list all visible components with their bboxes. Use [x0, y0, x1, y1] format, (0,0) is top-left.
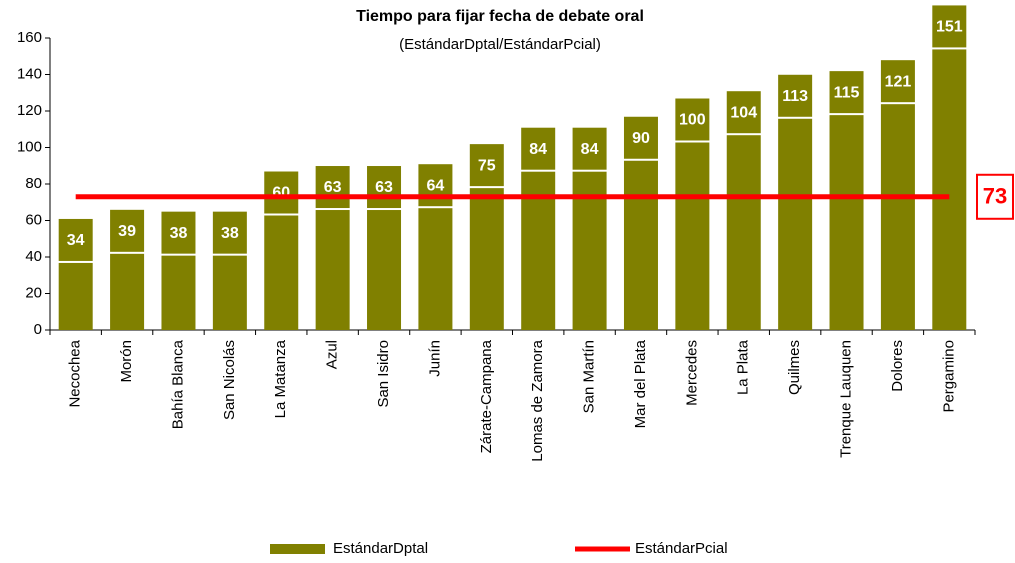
data-label-box: [519, 125, 558, 172]
bar: [880, 69, 915, 331]
legend-label: EstándarPcial: [635, 540, 728, 557]
data-label-box: [365, 164, 404, 211]
bar: [675, 107, 710, 330]
y-tick-label: 60: [25, 211, 42, 228]
data-label: 100: [679, 112, 706, 129]
x-tick-label: Junín: [426, 340, 443, 377]
data-label-box: [878, 58, 917, 105]
x-tick-label: Lomas de Zamora: [529, 339, 546, 461]
data-label-box: [930, 3, 969, 50]
x-tick-label: Bahía Blanca: [169, 339, 186, 429]
x-tick-label: San Isidro: [375, 340, 392, 408]
data-label-box: [776, 72, 815, 119]
data-label: 39: [118, 223, 136, 240]
bar: [726, 100, 761, 330]
data-label: 63: [324, 179, 342, 196]
y-tick-label: 140: [17, 65, 42, 82]
data-label-box: [159, 209, 198, 256]
data-label-box: [56, 216, 95, 263]
x-tick-label: San Martín: [581, 340, 598, 413]
chart-subtitle: (EstándarDptal/EstándarPcial): [399, 36, 601, 53]
data-label: 151: [936, 19, 963, 36]
legend-label: EstándarDptal: [333, 540, 428, 557]
data-label-box: [570, 125, 609, 172]
x-tick-label: Trenque Lauquen: [837, 340, 854, 458]
y-tick-label: 100: [17, 138, 42, 155]
x-tick-label: Zárate-Campana: [478, 339, 495, 453]
x-tick-label: Quilmes: [786, 340, 803, 395]
data-label-box: [673, 96, 712, 143]
data-label: 113: [782, 88, 808, 105]
data-label: 75: [478, 157, 496, 174]
data-label-box: [467, 142, 506, 189]
y-tick-label: 80: [25, 175, 42, 192]
data-label: 64: [427, 177, 445, 194]
chart-title: Tiempo para fijar fecha de debate oral: [356, 8, 644, 25]
bar: [829, 80, 864, 330]
data-label-box: [724, 89, 763, 136]
x-tick-label: Necochea: [67, 339, 84, 407]
data-label-box: [210, 209, 249, 256]
data-label-box: [313, 164, 352, 211]
data-label: 90: [632, 130, 650, 147]
x-tick-label: Azul: [324, 340, 341, 369]
data-label: 63: [375, 179, 393, 196]
data-label: 38: [221, 225, 239, 242]
data-label-box: [262, 169, 301, 216]
bar: [778, 83, 813, 331]
line-label-box: [976, 173, 1014, 220]
x-tick-label: La Matanza: [272, 339, 289, 418]
legend-swatch: [270, 544, 325, 554]
x-tick-label: La Plata: [735, 339, 752, 395]
x-tick-label: Dolores: [889, 340, 906, 392]
data-label-box: [621, 114, 660, 161]
x-tick-label: Pergamino: [940, 340, 957, 413]
y-tick-label: 160: [17, 29, 42, 46]
data-label: 115: [834, 84, 860, 101]
data-label: 38: [170, 225, 188, 242]
y-tick-label: 20: [25, 284, 42, 301]
data-label: 104: [730, 104, 757, 121]
y-tick-label: 0: [34, 321, 42, 338]
data-label-box: [108, 207, 147, 254]
x-tick-label: San Nicolás: [221, 340, 238, 420]
data-label: 84: [529, 141, 547, 158]
y-tick-label: 120: [17, 102, 42, 119]
data-label: 84: [581, 141, 599, 158]
data-label-box: [416, 162, 455, 209]
data-label: 34: [67, 232, 85, 249]
x-tick-label: Mar del Plata: [632, 339, 649, 428]
data-label: 121: [885, 73, 912, 90]
x-tick-label: Morón: [118, 340, 135, 383]
x-tick-label: Mercedes: [683, 340, 700, 406]
line-label: 73: [983, 184, 1007, 209]
bar: [932, 14, 967, 331]
y-tick-label: 40: [25, 248, 42, 265]
data-label-box: [827, 69, 866, 116]
